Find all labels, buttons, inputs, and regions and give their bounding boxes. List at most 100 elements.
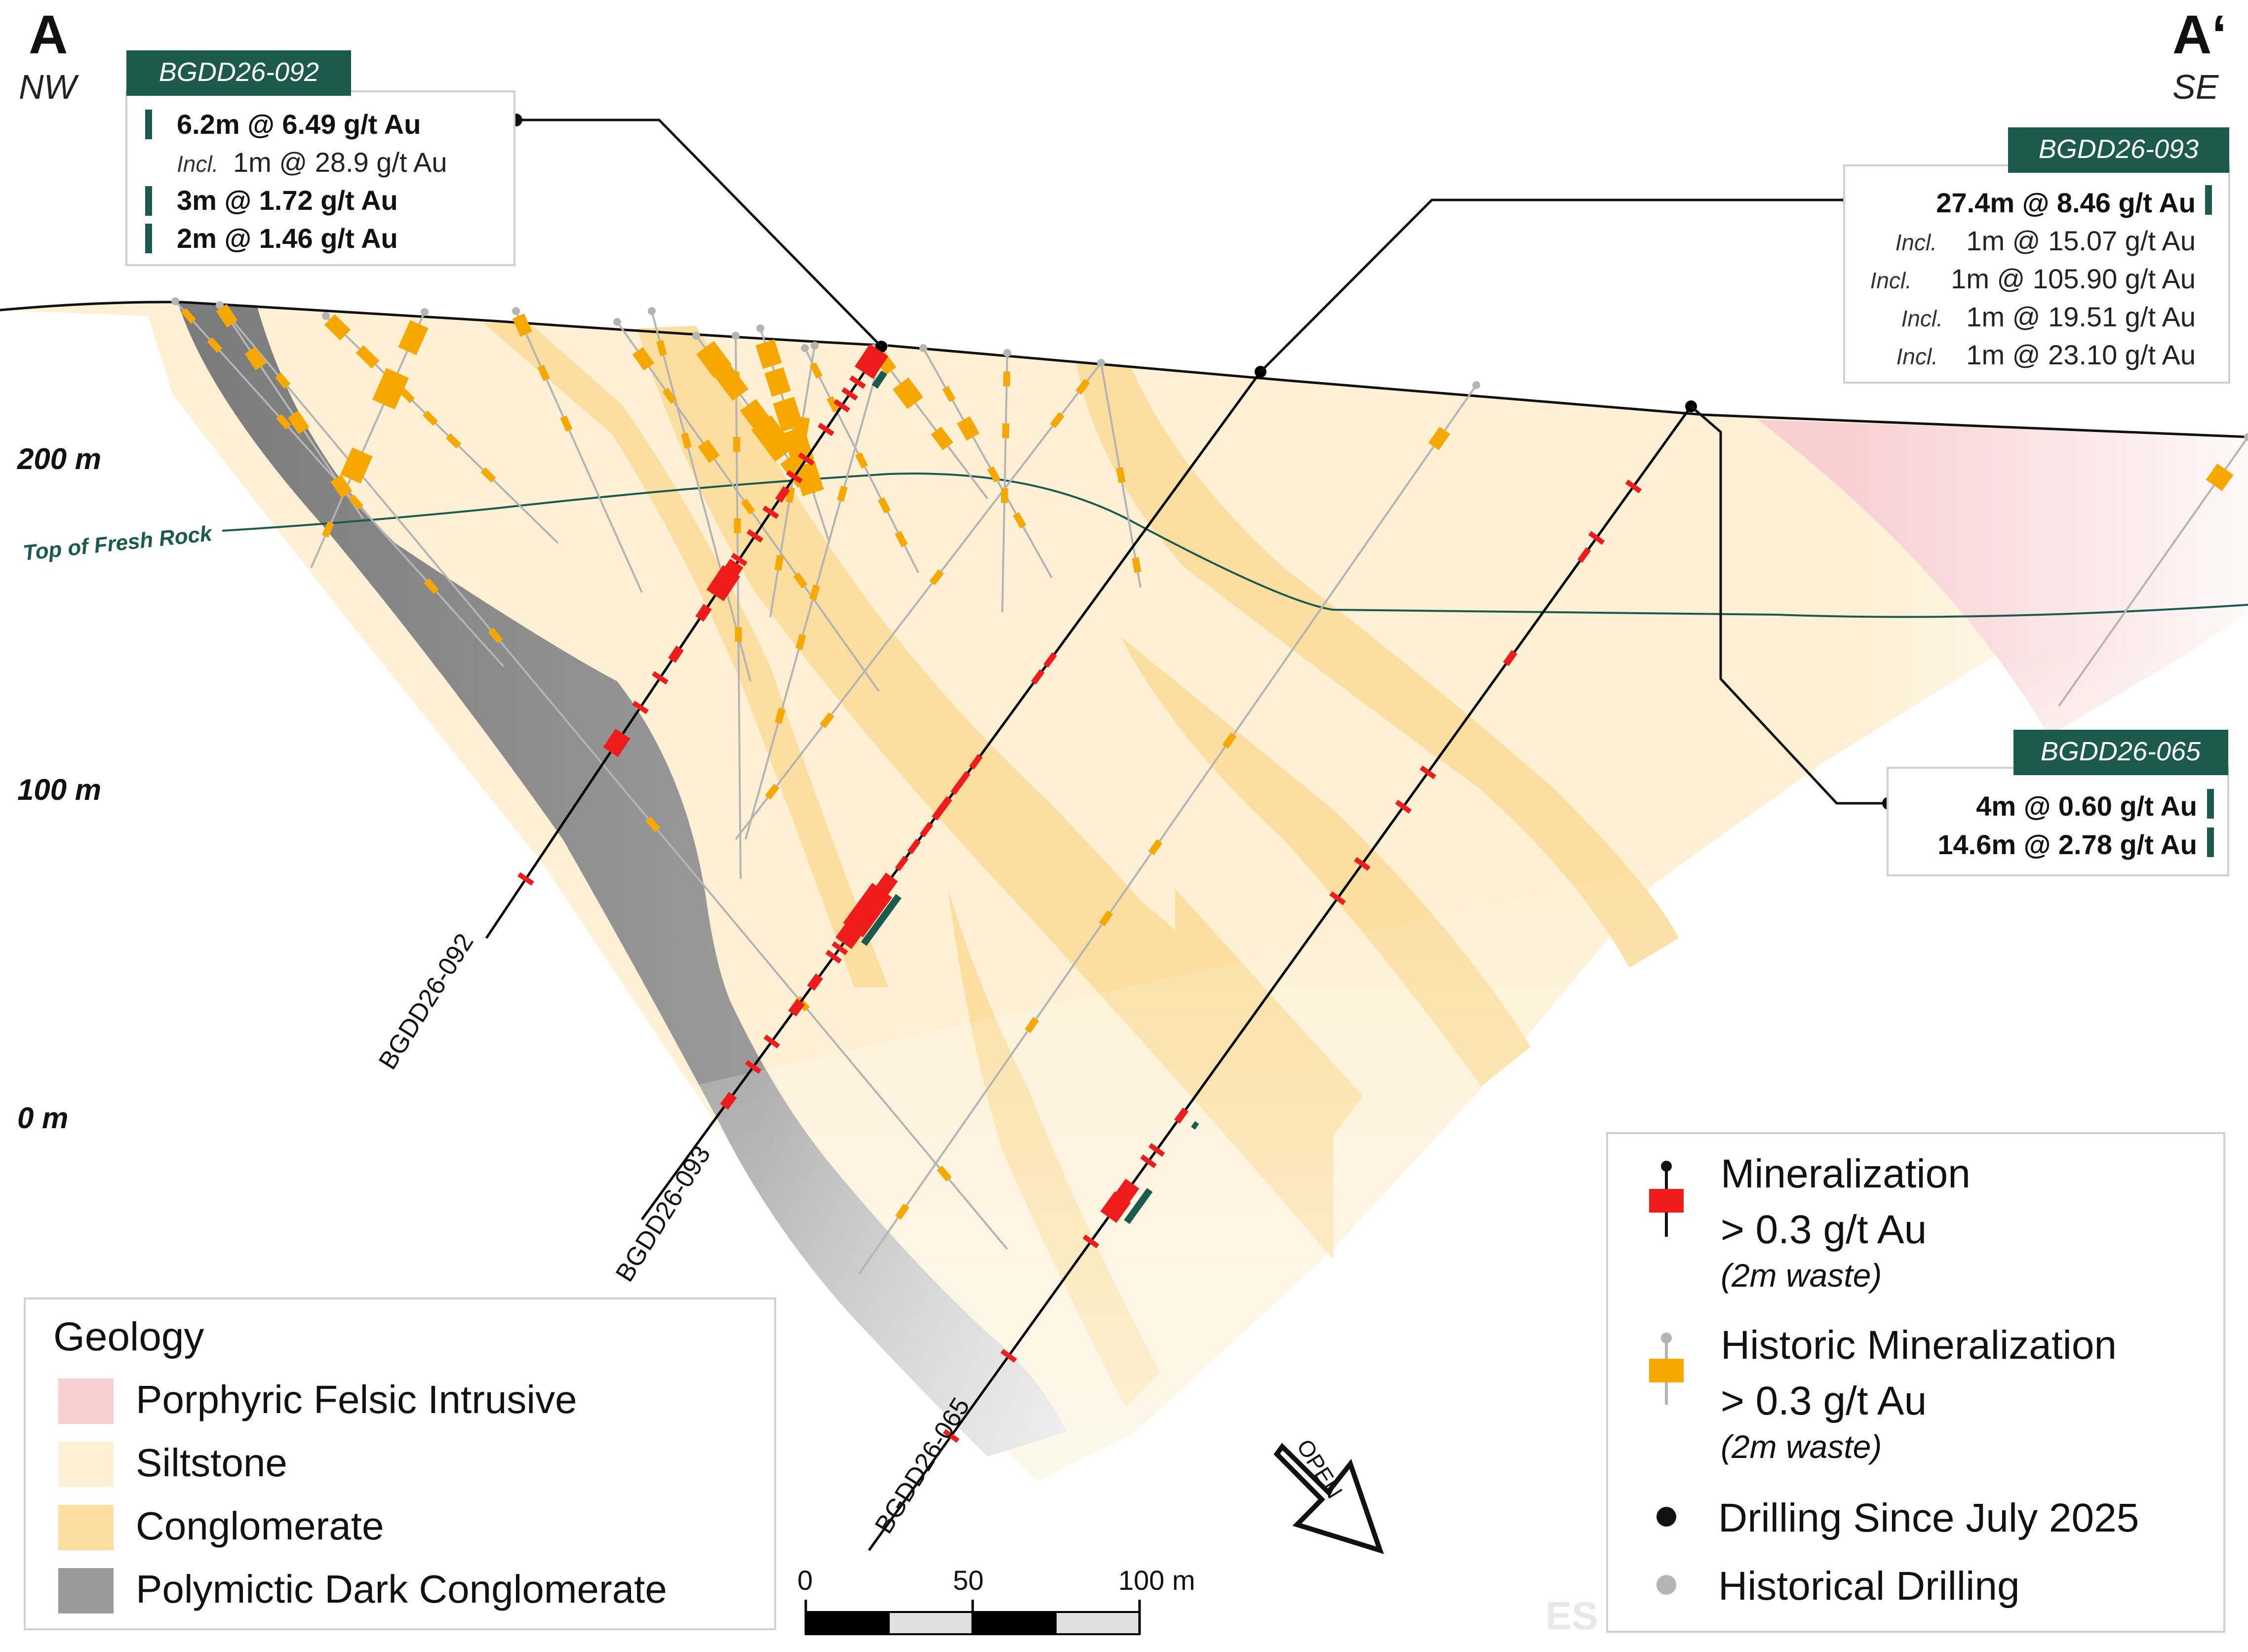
mineralization-tick-065 <box>943 1429 960 1443</box>
historic-intercept <box>287 410 310 434</box>
historic-intercept <box>1025 1017 1039 1033</box>
historic-intercept <box>656 340 667 356</box>
intercept-092-3: 3m @ 1.72 g/t Au <box>177 185 398 216</box>
historic-intercept <box>348 494 364 510</box>
mineralization-tick-065 <box>1395 799 1412 814</box>
scale-tick-100: 100 m <box>1118 1565 1195 1596</box>
hole-tag-093-text: BGDD26-093 <box>2039 134 2199 164</box>
historic-intercept <box>765 784 780 800</box>
historic-collar <box>2244 433 2248 441</box>
mineralization-tick-065 <box>1148 1143 1165 1157</box>
reported-interval-marker-093 <box>861 894 902 946</box>
mineralization-waste: (2m waste) <box>1721 1257 1882 1294</box>
historic-intercepts <box>181 304 2234 1220</box>
mineralization-intercept-092 <box>695 604 712 622</box>
intercept-065-2: 14.6m @ 2.78 g/t Au <box>1937 829 2197 860</box>
section-end-label: A‘ <box>2172 4 2227 65</box>
scale-bar: 0 50 100 m <box>797 1565 1195 1635</box>
mineralization-tick-065 <box>1082 1234 1100 1249</box>
historic-intercept <box>445 433 462 449</box>
section-end-dir: SE <box>2172 68 2219 106</box>
mineral-legend: Mineralization > 0.3 g/t Au (2m waste) H… <box>1606 1132 2225 1633</box>
historic-intercept <box>355 345 380 369</box>
intercept-marker <box>2205 185 2212 215</box>
historic-intercept <box>895 531 908 548</box>
mineralization-intercept-093 <box>1043 652 1057 668</box>
historic-intercept <box>681 433 692 449</box>
intercept-box-092-frame <box>125 90 515 266</box>
mineralization-intercept-092 <box>603 728 631 757</box>
intercept-093-1: 27.4m @ 8.46 g/t Au <box>1936 187 2196 218</box>
mineralization-tick-065 <box>1625 479 1642 494</box>
new-drill-holes <box>485 341 1697 1551</box>
mineralization-tick-093 <box>831 941 848 955</box>
intercept-marker <box>145 186 152 216</box>
mineralization-intercept-092 <box>855 344 888 379</box>
historic-mineralization-icon-bar <box>1649 1359 1684 1382</box>
historic-intercept <box>764 367 791 397</box>
mineralization-tick-092 <box>786 470 803 484</box>
historic-intercept <box>399 388 415 403</box>
historic-intercept <box>795 633 806 650</box>
historic-intercept <box>793 461 824 496</box>
historic-intercept <box>775 708 786 724</box>
intercept-093-4-prefix: Incl. <box>1901 306 1943 331</box>
mineralization-threshold: > 0.3 g/t Au <box>1721 1207 1927 1252</box>
intercept-093-5-prefix: Incl. <box>1896 344 1938 369</box>
historic-collar <box>421 308 429 316</box>
historic-intercept <box>1001 488 1008 503</box>
elevation-label-100: 100 m <box>17 773 101 806</box>
intercept-box-093: BGDD26-093 27.4m @ 8.46 g/t Au 1m @ 15.0… <box>1843 127 2230 384</box>
mineralization-intercept-065 <box>1174 1107 1189 1124</box>
mineralization-tick-092 <box>762 505 779 519</box>
mineralization-tick-092 <box>731 552 748 566</box>
mineralization-intercept-065 <box>1503 650 1518 666</box>
hole-trace-label-092: BGDD26-092 <box>373 929 479 1074</box>
mineralization-intercept-093 <box>919 822 934 837</box>
historic-intercept <box>1428 427 1451 450</box>
historic-intercept <box>645 816 661 832</box>
mineralization-intercept-065 <box>1100 1191 1131 1223</box>
elevation-label-200: 200 m <box>17 442 101 475</box>
historic-intercept <box>276 414 291 430</box>
historic-mineralization-waste: (2m waste) <box>1721 1428 1882 1465</box>
historic-intercept <box>1075 379 1090 395</box>
historic-intercept <box>929 569 944 586</box>
mineralization-intercept-065 <box>1577 547 1591 563</box>
historic-intercept <box>324 314 351 341</box>
historic-collar <box>811 342 819 350</box>
historic-intercept <box>809 362 823 379</box>
historic-intercept <box>181 308 196 324</box>
historic-intercept <box>1148 839 1163 856</box>
mineralization-intercept-093 <box>835 913 869 949</box>
historic-intercept <box>931 427 953 450</box>
intercept-marker <box>145 224 152 253</box>
historic-collar <box>756 324 764 332</box>
mineralization-tick-093 <box>763 1034 780 1049</box>
historic-intercept <box>820 712 834 728</box>
historic-intercept <box>837 485 848 502</box>
historic-intercept <box>330 474 353 499</box>
historic-intercept <box>422 410 438 426</box>
historic-intercept <box>714 365 749 401</box>
historic-intercept <box>827 396 840 413</box>
historic-collar <box>322 312 330 320</box>
geology-legend: Geology Porphyric Felsic Intrusive Silts… <box>24 1298 776 1630</box>
ground-surface <box>0 301 2248 438</box>
historic-collar <box>801 344 809 352</box>
historic-hole-20 <box>858 384 1477 1275</box>
historic-intercept <box>1013 512 1026 529</box>
historic-intercept <box>755 339 782 369</box>
drill-hole-092 <box>485 346 883 939</box>
legend-dark-conglomerate: Polymictic Dark Conglomerate <box>136 1567 667 1611</box>
leader-lines <box>516 118 1889 805</box>
mineralization-tick-092 <box>841 387 858 401</box>
historic-collar <box>1472 381 1480 389</box>
leader-line-092 <box>516 118 882 348</box>
mineralization-intercept-093 <box>720 1092 737 1110</box>
historic-intercept <box>2206 463 2234 491</box>
reported-interval-marker-065 <box>1124 1188 1153 1224</box>
historic-intercept <box>698 439 720 463</box>
historic-intercept <box>512 313 532 337</box>
